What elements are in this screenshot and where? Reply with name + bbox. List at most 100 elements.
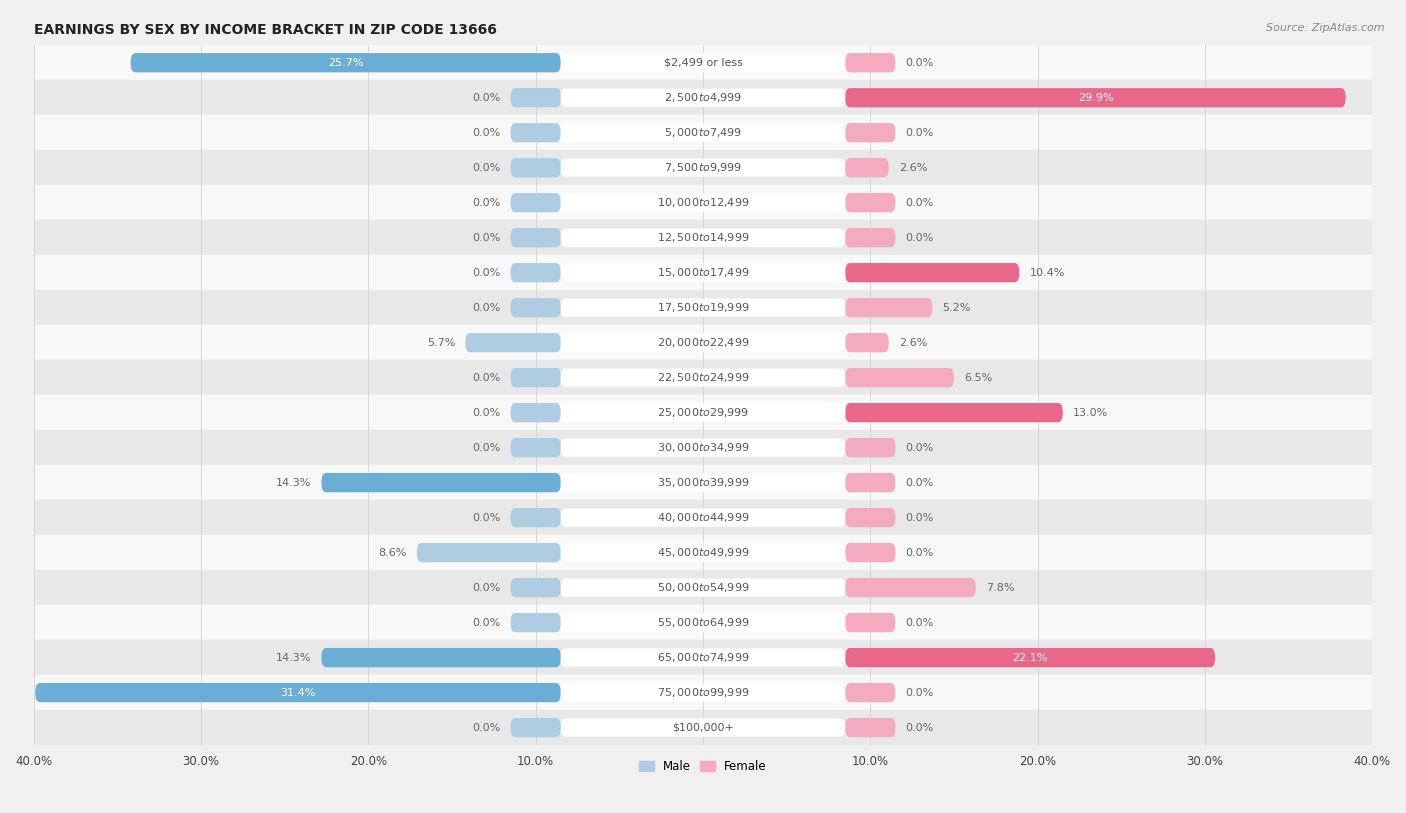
Text: 0.0%: 0.0% [905, 58, 934, 67]
Text: 0.0%: 0.0% [472, 407, 501, 418]
FancyBboxPatch shape [510, 158, 561, 177]
Text: 0.0%: 0.0% [472, 233, 501, 243]
Text: 0.0%: 0.0% [905, 198, 934, 207]
FancyBboxPatch shape [561, 368, 845, 387]
Text: 0.0%: 0.0% [472, 583, 501, 593]
Bar [34, 500, 1372, 535]
Bar [34, 640, 1372, 675]
Text: $5,000 to $7,499: $5,000 to $7,499 [664, 126, 742, 139]
FancyBboxPatch shape [845, 613, 896, 633]
Bar [34, 535, 1372, 570]
Text: 31.4%: 31.4% [280, 688, 316, 698]
Text: $55,000 to $64,999: $55,000 to $64,999 [657, 616, 749, 629]
FancyBboxPatch shape [845, 263, 1019, 282]
FancyBboxPatch shape [510, 718, 561, 737]
FancyBboxPatch shape [845, 368, 955, 387]
Bar [34, 115, 1372, 150]
FancyBboxPatch shape [845, 438, 896, 457]
Bar [34, 255, 1372, 290]
Bar [34, 430, 1372, 465]
Text: 2.6%: 2.6% [898, 337, 927, 348]
FancyBboxPatch shape [845, 193, 896, 212]
Text: 0.0%: 0.0% [472, 723, 501, 733]
Text: 0.0%: 0.0% [905, 128, 934, 137]
Text: 22.1%: 22.1% [1012, 653, 1047, 663]
FancyBboxPatch shape [510, 298, 561, 317]
FancyBboxPatch shape [322, 648, 561, 667]
Text: 0.0%: 0.0% [472, 302, 501, 313]
Text: 25.7%: 25.7% [328, 58, 363, 67]
Text: $40,000 to $44,999: $40,000 to $44,999 [657, 511, 749, 524]
Text: 5.7%: 5.7% [427, 337, 456, 348]
Text: $17,500 to $19,999: $17,500 to $19,999 [657, 301, 749, 314]
Text: 0.0%: 0.0% [472, 442, 501, 453]
Bar [34, 46, 1372, 80]
FancyBboxPatch shape [322, 473, 561, 492]
Text: $10,000 to $12,499: $10,000 to $12,499 [657, 196, 749, 209]
FancyBboxPatch shape [561, 719, 845, 737]
FancyBboxPatch shape [845, 508, 896, 528]
Text: 14.3%: 14.3% [276, 478, 311, 488]
Bar [34, 395, 1372, 430]
Text: EARNINGS BY SEX BY INCOME BRACKET IN ZIP CODE 13666: EARNINGS BY SEX BY INCOME BRACKET IN ZIP… [34, 23, 496, 37]
Text: $22,500 to $24,999: $22,500 to $24,999 [657, 372, 749, 385]
FancyBboxPatch shape [510, 368, 561, 387]
Legend: Male, Female: Male, Female [634, 755, 772, 778]
FancyBboxPatch shape [561, 508, 845, 527]
FancyBboxPatch shape [131, 53, 561, 72]
FancyBboxPatch shape [510, 123, 561, 142]
FancyBboxPatch shape [845, 543, 896, 563]
FancyBboxPatch shape [561, 403, 845, 422]
Text: $7,500 to $9,999: $7,500 to $9,999 [664, 161, 742, 174]
FancyBboxPatch shape [561, 298, 845, 317]
Text: 0.0%: 0.0% [472, 163, 501, 172]
FancyBboxPatch shape [561, 159, 845, 177]
Bar [34, 80, 1372, 115]
Bar [34, 570, 1372, 605]
FancyBboxPatch shape [510, 508, 561, 528]
Bar [34, 675, 1372, 710]
Text: 8.6%: 8.6% [378, 548, 406, 558]
FancyBboxPatch shape [845, 683, 896, 702]
FancyBboxPatch shape [561, 228, 845, 247]
FancyBboxPatch shape [416, 543, 561, 563]
Bar [34, 220, 1372, 255]
FancyBboxPatch shape [561, 54, 845, 72]
FancyBboxPatch shape [510, 88, 561, 107]
FancyBboxPatch shape [510, 438, 561, 457]
FancyBboxPatch shape [510, 403, 561, 422]
Text: 0.0%: 0.0% [905, 478, 934, 488]
Text: 29.9%: 29.9% [1077, 93, 1114, 102]
FancyBboxPatch shape [35, 683, 561, 702]
Text: $12,500 to $14,999: $12,500 to $14,999 [657, 231, 749, 244]
Text: $30,000 to $34,999: $30,000 to $34,999 [657, 441, 749, 454]
FancyBboxPatch shape [845, 298, 932, 317]
Bar [34, 360, 1372, 395]
FancyBboxPatch shape [845, 473, 896, 492]
FancyBboxPatch shape [845, 158, 889, 177]
FancyBboxPatch shape [510, 263, 561, 282]
Text: 0.0%: 0.0% [905, 233, 934, 243]
Text: 14.3%: 14.3% [276, 653, 311, 663]
Text: 0.0%: 0.0% [472, 198, 501, 207]
Bar [34, 710, 1372, 745]
Text: $65,000 to $74,999: $65,000 to $74,999 [657, 651, 749, 664]
Text: $45,000 to $49,999: $45,000 to $49,999 [657, 546, 749, 559]
Text: 0.0%: 0.0% [472, 128, 501, 137]
Text: 0.0%: 0.0% [472, 372, 501, 383]
FancyBboxPatch shape [510, 193, 561, 212]
Bar [34, 465, 1372, 500]
Text: 0.0%: 0.0% [472, 93, 501, 102]
Text: 5.2%: 5.2% [942, 302, 970, 313]
Text: 0.0%: 0.0% [905, 548, 934, 558]
Bar [34, 325, 1372, 360]
Bar [34, 185, 1372, 220]
Text: 0.0%: 0.0% [905, 618, 934, 628]
Text: Source: ZipAtlas.com: Source: ZipAtlas.com [1267, 23, 1385, 33]
FancyBboxPatch shape [845, 718, 896, 737]
FancyBboxPatch shape [561, 543, 845, 562]
Bar [34, 605, 1372, 640]
Text: 0.0%: 0.0% [905, 688, 934, 698]
Text: $100,000+: $100,000+ [672, 723, 734, 733]
Text: $35,000 to $39,999: $35,000 to $39,999 [657, 476, 749, 489]
